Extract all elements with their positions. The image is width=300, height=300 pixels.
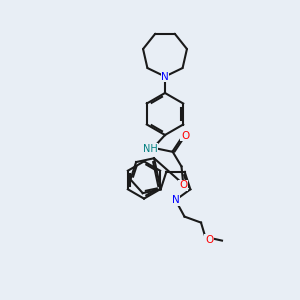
- Text: N: N: [161, 71, 169, 82]
- Text: O: O: [179, 180, 187, 190]
- Text: NH: NH: [142, 143, 158, 154]
- Text: N: N: [172, 195, 179, 205]
- Text: O: O: [205, 235, 213, 245]
- Text: O: O: [181, 130, 189, 141]
- Text: O: O: [179, 180, 187, 190]
